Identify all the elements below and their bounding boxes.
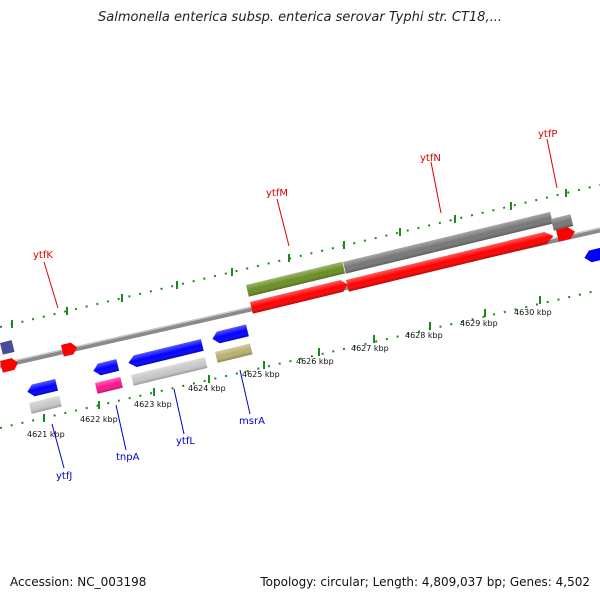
gene-ytfJ-blue[interactable] (26, 378, 58, 398)
gene-ytfM-olive[interactable] (246, 261, 346, 297)
kbp-label-4629: 4629 kbp (460, 319, 498, 328)
kbp-label-4627: 4627 kbp (351, 344, 389, 353)
gene-label-ytfK: ytfK (33, 250, 53, 261)
accession-label: Accession: NC_003198 (10, 575, 147, 589)
kbp-label-4628: 4628 kbp (405, 331, 443, 340)
gene-tnpA-blue[interactable] (92, 359, 120, 377)
gene-left-red[interactable] (0, 357, 19, 373)
gene-ytfJ-light[interactable] (28, 395, 62, 414)
gene-label-ytfL: ytfL (176, 436, 195, 447)
gene-ytfP-red[interactable] (556, 226, 576, 242)
gene-right-blue[interactable] (583, 247, 600, 263)
major-ticks-top (11, 189, 567, 328)
gene-ytfL-blue[interactable] (127, 339, 204, 369)
genome-stats-label: Topology: circular; Length: 4,809,037 bp… (260, 575, 590, 589)
gene-leaders-top (43, 138, 558, 309)
gene-label-msrA: msrA (239, 416, 265, 427)
gene-leaders-bottom (51, 369, 251, 469)
kbp-label-4622: 4622 kbp (80, 415, 118, 424)
gene-label-ytfJ: ytfJ (56, 471, 72, 482)
gene-label-ytfM: ytfM (266, 188, 288, 199)
kbp-label-4626: 4626 kbp (296, 357, 334, 366)
gene-msrA-blue[interactable] (211, 324, 249, 345)
gene-label-ytfP: ytfP (538, 129, 557, 140)
gene-ytfL-light[interactable] (131, 357, 208, 386)
gene-ytfM-red[interactable] (250, 279, 349, 314)
gene-ytfN-gray[interactable] (343, 211, 553, 274)
kbp-label-4625: 4625 kbp (242, 370, 280, 379)
gene-ytfN-red[interactable] (346, 230, 555, 292)
gene-label-tnpA: tnpA (116, 452, 140, 463)
major-ticks-bottom (43, 296, 541, 422)
gene-left-navy[interactable] (0, 340, 15, 355)
kbp-label-4624: 4624 kbp (188, 384, 226, 393)
gene-label-ytfN: ytfN (420, 153, 441, 164)
gene-msrA-khaki[interactable] (215, 343, 253, 363)
tick-track-top (0, 184, 600, 328)
gene-tnpA-pink[interactable] (95, 376, 123, 394)
gene-ytfP-gray[interactable] (551, 214, 574, 231)
kbp-label-4630: 4630 kbp (514, 308, 552, 317)
map-title: Salmonella enterica subsp. enterica sero… (98, 10, 502, 25)
kbp-label-4623: 4623 kbp (134, 400, 172, 409)
kbp-label-4621: 4621 kbp (27, 430, 65, 439)
gene-ytfK-red[interactable] (61, 341, 78, 357)
